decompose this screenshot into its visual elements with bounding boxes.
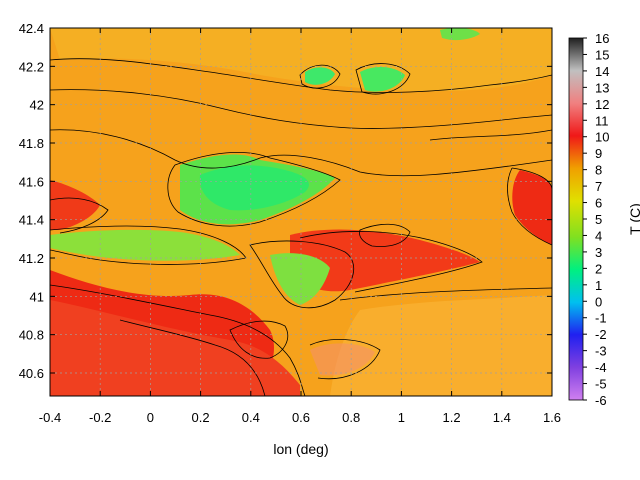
x-tick-label: 1.2 — [443, 410, 461, 425]
x-tick-label: 1 — [398, 410, 405, 425]
x-tick-label: -0.2 — [89, 410, 111, 425]
y-tick-label: 42.2 — [19, 59, 44, 74]
cool-spot-north-1 — [305, 67, 335, 85]
x-tick-label: 0.2 — [192, 410, 210, 425]
x-tick-label: 0.4 — [242, 410, 260, 425]
colorbar-tick-label: -6 — [595, 393, 607, 408]
x-tick-label: 0.6 — [292, 410, 310, 425]
contour-line — [299, 231, 483, 293]
colorbar-tick-label: -5 — [595, 377, 607, 392]
colorbar-label: T (C) — [627, 203, 640, 235]
contour-line — [50, 129, 552, 177]
y-tick-label: 41.2 — [19, 251, 44, 266]
colorbar-tick-label: 15 — [595, 47, 609, 62]
contour-line — [299, 64, 341, 89]
y-tick-label: 40.8 — [19, 328, 44, 343]
colorbar — [568, 37, 584, 401]
x-tick-label: 0.8 — [342, 410, 360, 425]
x-tick-label: 1.4 — [493, 410, 511, 425]
x-axis: -0.4 -0.2 0 0.2 0.4 0.6 0.8 1 1.2 1.4 1.6 — [39, 28, 561, 425]
cool-spot-north-2 — [360, 66, 405, 92]
y-tick-label: 41 — [30, 289, 44, 304]
contour-line — [50, 197, 109, 234]
mid-region-southeast — [330, 295, 552, 396]
y-tick-label: 42.4 — [19, 21, 44, 36]
cool-spot-north-3 — [440, 28, 480, 41]
contour-line — [359, 223, 411, 247]
x-axis-label: lon (deg) — [273, 441, 328, 457]
colorbar-tick-label: 6 — [595, 196, 602, 211]
y-tick-label: 41.4 — [19, 213, 44, 228]
contour-line — [50, 58, 552, 93]
colorbar-tick-label: 11 — [595, 113, 609, 128]
contour-line — [229, 320, 289, 359]
y-tick-label: 41.8 — [19, 136, 44, 151]
cool-region-core — [199, 165, 309, 211]
x-tick-label: 1.6 — [543, 410, 561, 425]
colorbar-tick-label: -2 — [595, 327, 607, 342]
colorbar-tick-label: -1 — [595, 311, 607, 326]
contour-line — [50, 284, 306, 396]
colorbar-tick-label: 10 — [595, 130, 609, 145]
x-tick-label: -0.4 — [39, 410, 61, 425]
contour-line — [249, 240, 354, 309]
y-tick-label: 40.6 — [19, 366, 44, 381]
cool-region-west-band — [50, 229, 240, 261]
warm-patch-south-pink — [310, 343, 375, 376]
warm-region-south-central — [50, 300, 300, 396]
contour-line — [355, 63, 411, 95]
colorbar-tick-label: 16 — [595, 31, 609, 46]
colorbar-tick-label: 9 — [595, 146, 602, 161]
warm-region-ridge-east — [290, 229, 480, 292]
contour-line — [167, 152, 341, 227]
y-axis: 40.6 40.8 41 41.2 41.4 41.6 41.8 42 42.2 42.4 — [19, 21, 552, 381]
warm-region-west-edge — [50, 180, 100, 230]
colorbar-tick-label: 2 — [595, 261, 602, 276]
contour-line — [309, 339, 381, 380]
grid-lines — [50, 28, 552, 396]
colorbar-tick-label: -3 — [595, 344, 607, 359]
colorbar-tick-label: 1 — [595, 278, 602, 293]
contour-line — [339, 287, 552, 301]
colorbar-tick-label: 13 — [595, 80, 609, 95]
colorbar-tick-label: 4 — [595, 228, 602, 243]
colorbar-tick-label: 14 — [595, 64, 609, 79]
colorbar-tick-label: 12 — [595, 97, 609, 112]
x-tick-label: 0 — [147, 410, 154, 425]
colorbar-tick-label: 5 — [595, 212, 602, 227]
colorbar-tick-label: 8 — [595, 163, 602, 178]
cool-region-south-lobe — [270, 253, 330, 305]
colorbar-tick-label: 7 — [595, 179, 602, 194]
contour-line — [429, 129, 552, 141]
y-tick-label: 42 — [30, 98, 44, 113]
colorbar-tick-label: -4 — [595, 360, 607, 375]
colorbar-tick-label: 0 — [595, 294, 602, 309]
y-tick-label: 41.6 — [19, 174, 44, 189]
contour-line — [50, 89, 552, 129]
warm-region-east-edge — [512, 170, 552, 245]
colorbar-tick-label: 3 — [595, 245, 602, 260]
